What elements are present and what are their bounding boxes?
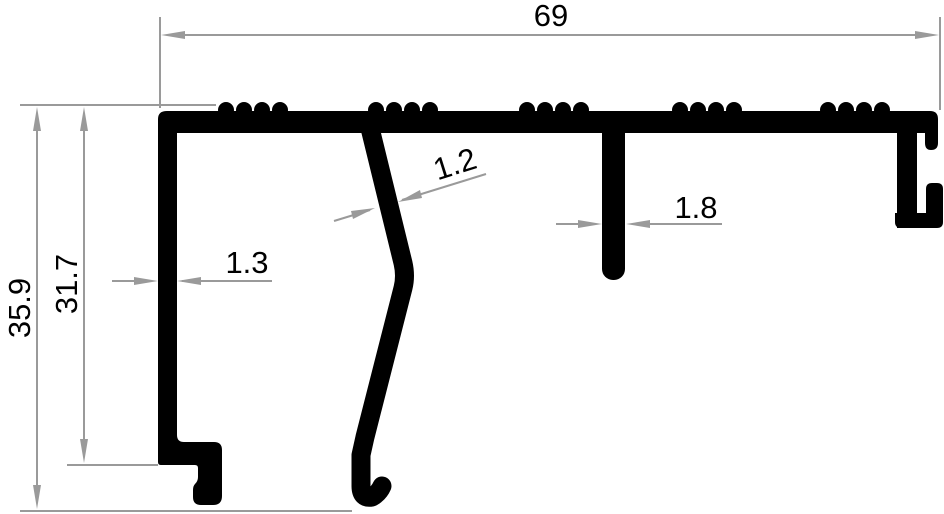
knurl-group-5 [820,102,890,118]
profile-top-flange [158,111,938,133]
arrow-35-9-down [33,485,41,509]
profile-right-wall [897,120,917,228]
profile-section [158,102,943,507]
label-inner-height: 31.7 [49,254,84,314]
knurl-group-4 [672,102,742,118]
arrow-1-8-left [578,220,602,228]
label-overall-height: 35.9 [2,278,37,338]
knurl-group-2 [368,102,438,118]
arrow-1-3-right [177,277,201,285]
knurl-group-3 [519,102,589,118]
label-middle-wall-thickness: 1.2 [429,141,481,187]
dimension-labels: 69 35.9 31.7 1.3 1.2 1.8 [2,0,718,338]
dimension-arrowheads [33,31,939,509]
arrow-width-left [161,31,185,39]
knurl-group-1 [218,102,288,118]
arrow-1-3-left [134,277,158,285]
arrow-width-right [915,31,939,39]
arrow-1-2-lower [351,208,375,219]
profile-right-top-lip [925,128,938,150]
arrow-31-7-down [80,439,88,463]
arrow-1-8-right [626,220,650,228]
profile-left-wall-and-foot [158,126,222,505]
arrow-31-7-up [80,107,88,131]
label-overall-width: 69 [534,0,568,33]
arrow-35-9-up [33,107,41,131]
profile-middle-rib [602,118,625,280]
arrow-1-2-upper [398,190,422,202]
dimension-lines [20,17,941,512]
label-left-wall-thickness: 1.3 [225,245,268,280]
profile-right-up-lip [926,183,943,219]
label-rib-thickness: 1.8 [674,190,717,225]
profile-middle-zigzag-wall [351,114,414,507]
